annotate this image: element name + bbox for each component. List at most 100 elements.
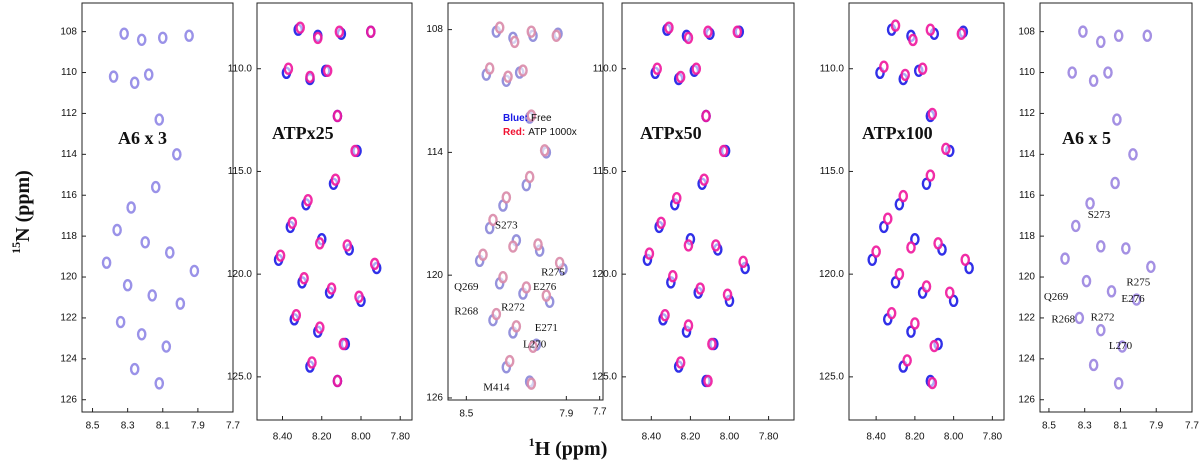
- peak: [154, 113, 165, 126]
- frame: [256, 2, 413, 421]
- legend-entry: Blue: Free: [503, 113, 552, 124]
- residue-label: R268: [1051, 314, 1075, 326]
- peak: [906, 241, 916, 254]
- y-tick-label: 116: [1019, 190, 1035, 201]
- peak: [703, 374, 713, 388]
- peak: [1117, 340, 1128, 353]
- y-tick-label: 120: [426, 270, 443, 281]
- residue-label: E276: [533, 281, 557, 293]
- peak: [303, 194, 313, 207]
- peak: [136, 33, 147, 47]
- peak: [313, 31, 323, 45]
- residue-label: R275: [541, 267, 565, 279]
- peak: [1088, 358, 1099, 372]
- peak: [332, 374, 343, 388]
- peak: [1113, 29, 1124, 42]
- peak: [365, 25, 376, 38]
- y-tick-label: 120.0: [592, 269, 617, 280]
- peak: [498, 271, 508, 284]
- peak: [508, 240, 518, 253]
- x-tick-label: 8.5: [86, 421, 100, 432]
- peak: [925, 23, 936, 36]
- y-tick-label: 126: [1018, 394, 1035, 405]
- peak: [1096, 324, 1106, 337]
- frame: [447, 2, 604, 401]
- peak: [115, 315, 126, 329]
- peak: [927, 107, 938, 121]
- peak: [526, 377, 537, 390]
- peak: [119, 27, 129, 40]
- peak: [660, 309, 670, 322]
- x-tick-label: 8.3: [1078, 421, 1092, 432]
- peak: [927, 376, 938, 390]
- legend-name: ATP 1000x: [528, 127, 577, 138]
- peak: [1121, 242, 1131, 255]
- panel: 8.5 8.3 8.1 7.9 7.7 108 110 112 114 116 118 120 122 1…: [60, 2, 240, 432]
- residue-label: E271: [535, 322, 558, 334]
- peak: [484, 62, 495, 75]
- peak: [488, 213, 498, 227]
- peak: [711, 239, 721, 252]
- peak: [503, 70, 513, 83]
- y-tick-label: 108: [426, 24, 443, 35]
- y-axis-label-text: N (ppm): [12, 170, 34, 242]
- peak: [956, 27, 967, 41]
- peak: [1106, 285, 1117, 298]
- y-tick-label: 116: [61, 190, 77, 201]
- panel-title: A6 x 5: [1062, 128, 1111, 148]
- y-tick-label: 112: [1019, 108, 1035, 119]
- peak: [707, 337, 717, 351]
- peak: [908, 33, 918, 47]
- peak: [154, 377, 165, 390]
- residue-label: R272: [501, 301, 525, 313]
- peak: [307, 356, 317, 369]
- peak: [326, 282, 337, 295]
- y-tick-label: 110: [61, 67, 77, 78]
- peak: [551, 29, 562, 42]
- x-axis-label-text: H (ppm): [535, 438, 608, 460]
- peak: [291, 309, 302, 322]
- peak: [1085, 197, 1095, 210]
- residue-label: M414: [483, 381, 510, 393]
- peak: [941, 142, 951, 156]
- peak: [541, 289, 552, 302]
- peak: [338, 337, 349, 351]
- peak: [656, 216, 666, 229]
- peak: [722, 288, 733, 301]
- peak: [738, 255, 748, 269]
- plot-area: [273, 21, 382, 388]
- y-tick-label: 112: [61, 108, 77, 119]
- peak: [1081, 274, 1092, 288]
- peak: [369, 257, 380, 271]
- panel: 8.40 8.20 8.00 7.80 110.0 115.0 120.0 125.0 ATPx…: [819, 2, 1005, 443]
- y-tick-label: 122: [60, 313, 77, 324]
- frame: [81, 2, 234, 413]
- peak: [511, 320, 522, 333]
- peak: [668, 270, 678, 283]
- peak: [871, 245, 881, 258]
- peak: [699, 173, 709, 186]
- y-tick-label: 110.0: [593, 63, 618, 74]
- peak: [1070, 219, 1081, 233]
- peak: [478, 248, 488, 261]
- peak: [671, 191, 682, 205]
- legend-prefix: Red:: [503, 127, 525, 138]
- peak: [921, 280, 932, 293]
- peak: [501, 191, 512, 204]
- peak: [330, 173, 341, 186]
- residue-label: E276: [1121, 293, 1145, 305]
- peak: [732, 25, 743, 38]
- y-tick-label: 108: [1018, 26, 1035, 37]
- peak: [675, 70, 686, 84]
- x-tick-label: 8.40: [273, 432, 293, 443]
- peak: [718, 144, 729, 158]
- peak: [886, 306, 897, 320]
- x-tick-label: 8.20: [312, 432, 332, 443]
- peak: [683, 319, 694, 332]
- peak: [126, 201, 136, 214]
- peak: [1142, 29, 1153, 42]
- plot-area: [474, 21, 568, 390]
- peak: [695, 282, 705, 295]
- residue-label: R268: [454, 306, 478, 318]
